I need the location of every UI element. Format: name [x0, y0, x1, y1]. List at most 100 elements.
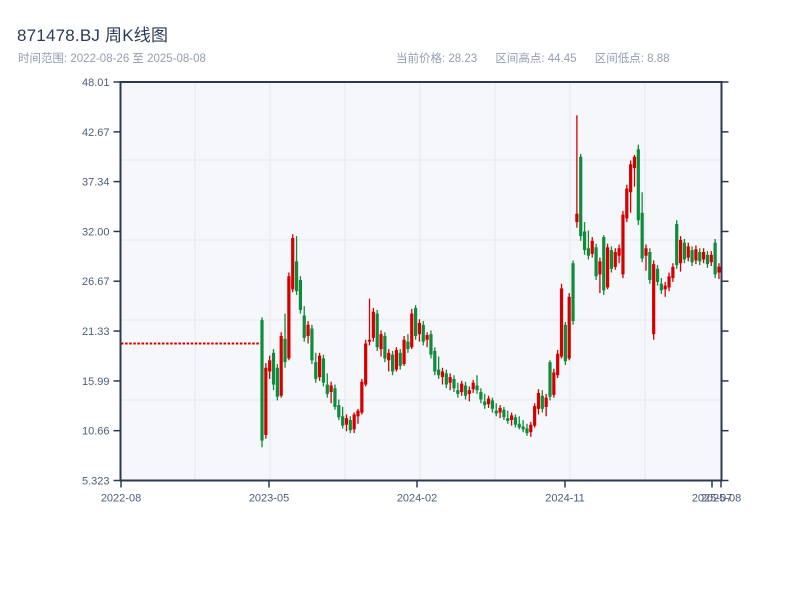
- candlestick[interactable]: [398, 349, 402, 370]
- candlestick[interactable]: [629, 160, 633, 213]
- candlestick[interactable]: [498, 405, 502, 419]
- candlestick[interactable]: [364, 339, 368, 387]
- candlestick[interactable]: [621, 210, 625, 279]
- candlestick[interactable]: [678, 236, 683, 272]
- candlestick[interactable]: [337, 399, 341, 421]
- candlestick[interactable]: [617, 244, 621, 264]
- candlestick[interactable]: [682, 238, 686, 264]
- candlestick[interactable]: [640, 192, 644, 263]
- candlestick[interactable]: [463, 381, 468, 400]
- candlestick[interactable]: [275, 364, 279, 401]
- candlestick[interactable]: [655, 265, 660, 286]
- candlestick[interactable]: [360, 378, 364, 415]
- candlestick[interactable]: [609, 246, 614, 273]
- candlestick[interactable]: [414, 305, 418, 340]
- candlestick[interactable]: [606, 243, 610, 290]
- candlestick[interactable]: [456, 382, 460, 398]
- candlestick[interactable]: [452, 375, 456, 393]
- candlestick[interactable]: [387, 349, 391, 372]
- candlestick[interactable]: [260, 317, 264, 448]
- candlestick[interactable]: [567, 293, 571, 361]
- candlestick[interactable]: [341, 406, 345, 429]
- candlestick[interactable]: [559, 283, 564, 359]
- candlestick[interactable]: [298, 276, 302, 314]
- candlestick[interactable]: [552, 368, 556, 398]
- candlestick[interactable]: [475, 375, 479, 394]
- candlestick[interactable]: [348, 416, 352, 434]
- candlestick[interactable]: [686, 242, 690, 262]
- candlestick[interactable]: [356, 408, 360, 424]
- candlestick[interactable]: [271, 349, 276, 391]
- candlestick[interactable]: [709, 251, 713, 267]
- candlestick[interactable]: [287, 272, 291, 361]
- candlestick[interactable]: [698, 248, 702, 266]
- candlestick[interactable]: [648, 248, 652, 284]
- candlestick[interactable]: [582, 222, 587, 255]
- candlestick[interactable]: [510, 412, 514, 426]
- candlestick[interactable]: [590, 237, 594, 258]
- candlestick[interactable]: [613, 248, 617, 270]
- candlestick[interactable]: [429, 330, 433, 359]
- candlestick[interactable]: [390, 350, 395, 376]
- candlestick[interactable]: [513, 414, 518, 428]
- candlestick[interactable]: [394, 347, 398, 372]
- candlestick[interactable]: [694, 245, 698, 265]
- candlestick[interactable]: [563, 322, 567, 365]
- candlestick[interactable]: [713, 238, 717, 279]
- candlestick[interactable]: [479, 388, 483, 404]
- candlestick[interactable]: [529, 421, 533, 437]
- candlestick[interactable]: [494, 403, 498, 417]
- candlestick[interactable]: [586, 230, 590, 260]
- candlestick[interactable]: [471, 379, 475, 393]
- candlestick[interactable]: [671, 263, 675, 282]
- candlestick[interactable]: [602, 235, 606, 295]
- candlestick[interactable]: [594, 243, 598, 281]
- candlestick[interactable]: [467, 386, 471, 402]
- candlestick[interactable]: [379, 330, 383, 357]
- candlestick[interactable]: [544, 393, 548, 417]
- candlestick[interactable]: [548, 360, 552, 401]
- candlestick[interactable]: [540, 390, 544, 413]
- candlestick[interactable]: [371, 308, 375, 342]
- candlestick[interactable]: [402, 336, 406, 366]
- candlestick[interactable]: [517, 416, 521, 430]
- candlestick[interactable]: [575, 115, 579, 228]
- candlestick[interactable]: [437, 356, 441, 379]
- candlestick[interactable]: [448, 373, 452, 391]
- candlestick[interactable]: [483, 393, 487, 409]
- candlestick[interactable]: [264, 363, 268, 439]
- candlestick[interactable]: [383, 332, 387, 363]
- candlestick[interactable]: [690, 246, 694, 267]
- candlestick[interactable]: [521, 420, 525, 433]
- candlestick[interactable]: [652, 260, 656, 340]
- candlestick[interactable]: [410, 308, 414, 350]
- candlestick[interactable]: [556, 350, 560, 379]
- candlestick[interactable]: [325, 373, 329, 398]
- candlestick[interactable]: [533, 403, 537, 428]
- candlestick[interactable]: [302, 306, 306, 342]
- candlestick[interactable]: [625, 184, 629, 223]
- candlestick[interactable]: [444, 369, 448, 389]
- candlestick[interactable]: [433, 347, 437, 376]
- candlestick[interactable]: [417, 319, 422, 342]
- candlestick[interactable]: [667, 272, 671, 292]
- candlestick[interactable]: [310, 324, 314, 365]
- candlestick[interactable]: [291, 234, 295, 293]
- candlestick[interactable]: [440, 367, 445, 385]
- candlestick[interactable]: [352, 412, 356, 434]
- candlestick[interactable]: [333, 384, 337, 410]
- candlestick[interactable]: [421, 321, 425, 346]
- candlestick[interactable]: [579, 153, 583, 241]
- candlestick[interactable]: [329, 381, 333, 404]
- candlestick[interactable]: [705, 251, 710, 268]
- candlestick[interactable]: [460, 380, 464, 396]
- candlestick[interactable]: [598, 257, 602, 294]
- candlestick[interactable]: [506, 410, 510, 424]
- plot-area[interactable]: [120, 82, 722, 481]
- candlestick[interactable]: [536, 389, 541, 415]
- candlestick[interactable]: [702, 248, 706, 264]
- candlestick[interactable]: [279, 332, 283, 398]
- candlestick[interactable]: [663, 281, 667, 297]
- candlestick[interactable]: [306, 321, 310, 344]
- candlestick[interactable]: [294, 236, 299, 295]
